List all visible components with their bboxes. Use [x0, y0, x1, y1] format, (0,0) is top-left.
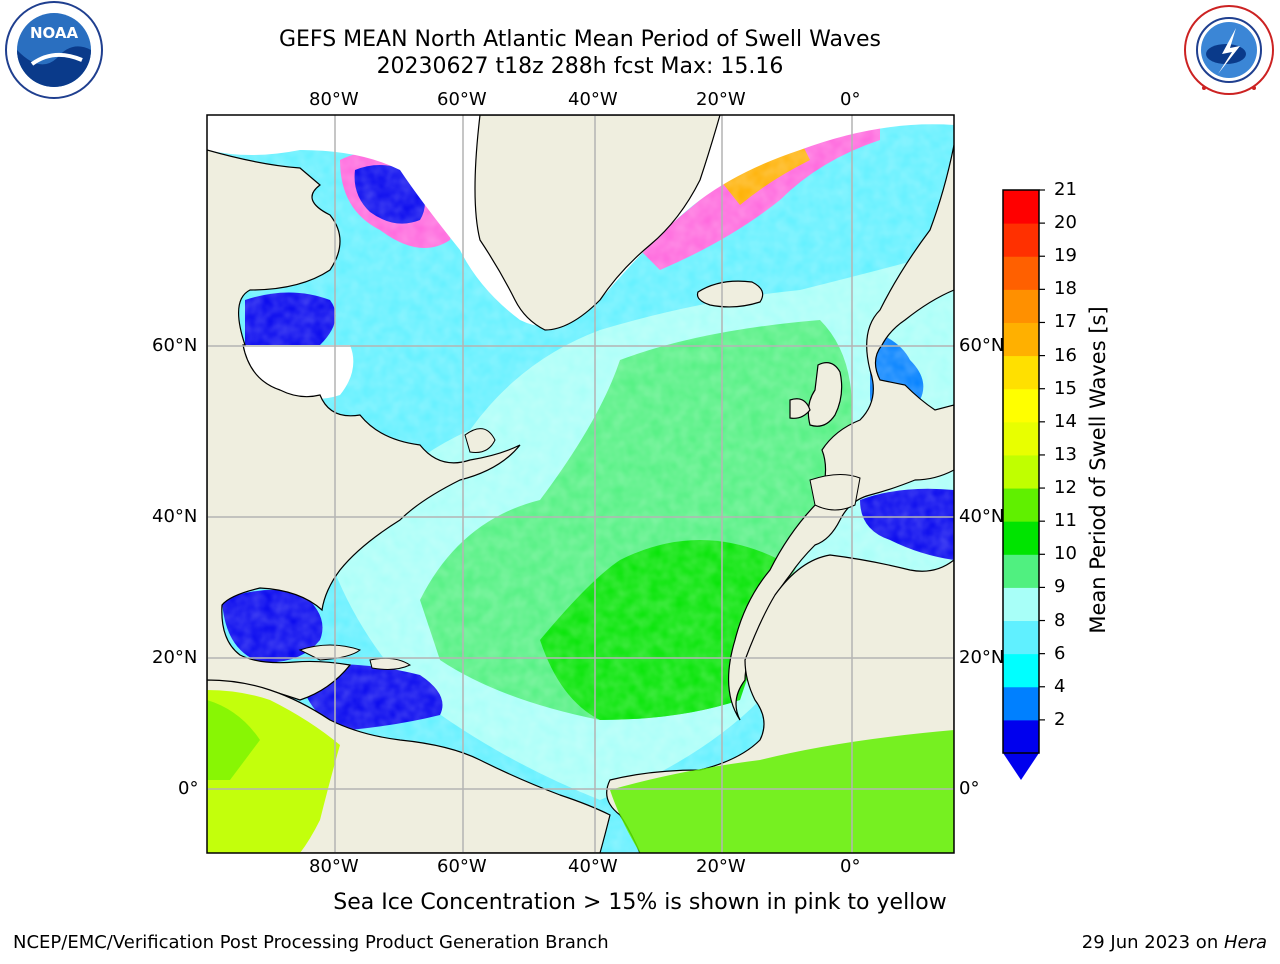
lon-label-top-20w: 20°W [696, 89, 746, 110]
colorbar-tick-label: 12 [1054, 477, 1077, 499]
lon-label-top-60w: 60°W [437, 89, 487, 110]
footer-host: Hera [1223, 932, 1267, 953]
colorbar-segment [1003, 686, 1039, 721]
colorbar-frame [1002, 189, 1040, 754]
lon-label-bottom-60w: 60°W [437, 856, 487, 877]
chart-title: GEFS MEAN North Atlantic Mean Period of … [278, 27, 881, 52]
colorbar-tick-label: 21 [1054, 179, 1077, 200]
colorbar-tick-label: 11 [1054, 510, 1077, 532]
lat-label-left-20n: 20°N [152, 647, 198, 668]
colorbar-tick-label: 17 [1054, 311, 1077, 333]
graticule [207, 115, 954, 853]
colorbar-tickmarks [1039, 189, 1045, 721]
nws-logo [1184, 5, 1274, 95]
noaa-logo: NOAA [5, 1, 103, 99]
colorbar-tick-label: 8 [1054, 609, 1066, 631]
footer-date-text: 29 Jun 2023 on [1081, 932, 1224, 953]
lat-label-right-40n: 40°N [959, 506, 1005, 527]
colorbar-tick-label: 18 [1054, 278, 1077, 300]
footer-branch: NCEP/EMC/Verification Post Processing Pr… [13, 932, 609, 953]
colorbar-tick-label: 13 [1054, 443, 1077, 465]
lat-label-right-60n: 60°N [959, 335, 1005, 356]
lon-label-bottom-20w: 20°W [696, 856, 746, 877]
colorbar-segment [1003, 223, 1039, 257]
lat-label-left-60n: 60°N [152, 335, 198, 356]
colorbar-tick-label: 6 [1054, 642, 1066, 664]
colorbar-tick-label: 4 [1054, 675, 1066, 697]
land-iceland [696, 280, 764, 308]
colorbar-segment [1003, 388, 1039, 423]
colorbar-segment [1003, 554, 1039, 588]
colorbar-segment [1003, 289, 1039, 323]
colorbar-tick-label: 10 [1054, 543, 1077, 565]
colorbar-segments [1003, 190, 1039, 754]
lon-label-top-40w: 40°W [568, 89, 618, 110]
lon-label-bottom-40w: 40°W [568, 856, 618, 877]
colorbar-tick-label: 2 [1054, 708, 1066, 730]
colorbar-segment [1003, 355, 1039, 390]
lon-label-top-80w: 80°W [309, 89, 359, 110]
lon-label-top-0: 0° [840, 89, 861, 110]
noaa-logo-text: NOAA [30, 24, 79, 42]
colorbar-segment [1003, 488, 1039, 522]
colorbar-tick-label: 9 [1054, 576, 1066, 598]
lon-label-bottom-0: 0° [840, 856, 861, 877]
colorbar-tick-label: 15 [1054, 377, 1077, 399]
lat-label-left-0: 0° [178, 778, 199, 799]
sea-ice-note: Sea Ice Concentration > 15% is shown in … [333, 890, 947, 915]
colorbar-tick-label: 16 [1054, 344, 1077, 366]
colorbar-segment [1003, 322, 1039, 357]
colorbar-segment [1003, 421, 1039, 456]
colorbar-segment [1003, 587, 1039, 622]
colorbar [1002, 189, 1045, 780]
colorbar-segment [1003, 620, 1039, 655]
colorbar-segment [1003, 719, 1039, 754]
colorbar-segment [1003, 454, 1039, 489]
lat-label-right-20n: 20°N [959, 647, 1005, 668]
colorbar-segment [1003, 653, 1039, 688]
land-ireland [789, 398, 811, 419]
colorbar-tick-label: 14 [1054, 410, 1077, 432]
land-europe [728, 144, 954, 721]
colorbar-tick-label: 19 [1054, 245, 1077, 267]
colorbar-tick-label: 20 [1054, 212, 1077, 234]
colorbar-segment [1003, 521, 1039, 555]
map-frame [206, 114, 955, 854]
lat-label-left-40n: 40°N [152, 506, 198, 527]
colorbar-segment [1003, 190, 1039, 224]
forecast-subtitle: 20230627 t18z 288h fcst Max: 15.16 [376, 54, 784, 79]
land-greenland [474, 115, 721, 331]
colorbar-extend-triangle [1003, 753, 1039, 780]
footer-date: 29 Jun 2023 on Hera [1082, 932, 1267, 953]
land-north-america [207, 149, 521, 701]
lat-label-right-0: 0° [959, 778, 980, 799]
colorbar-title: Mean Period of Swell Waves [s] [1086, 306, 1110, 634]
colorbar-segment [1003, 256, 1039, 290]
lon-label-bottom-80w: 80°W [309, 856, 359, 877]
